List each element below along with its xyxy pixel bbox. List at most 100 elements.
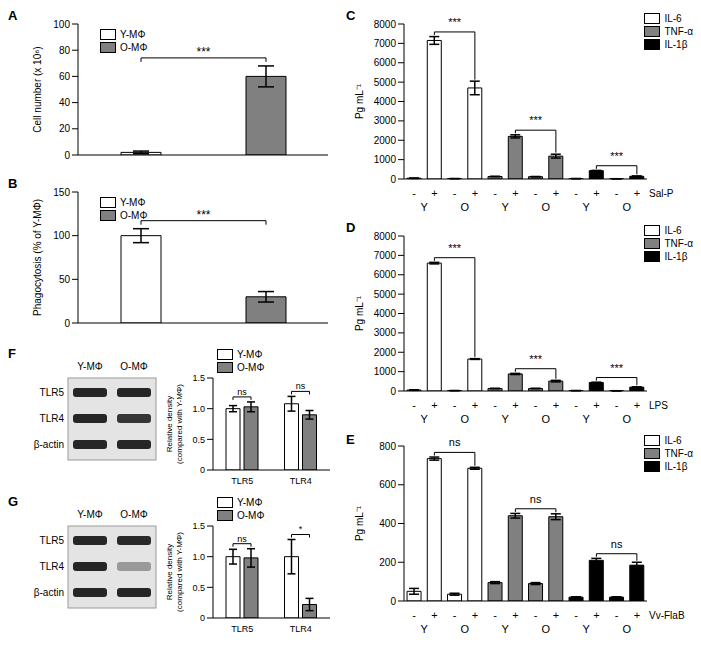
svg-text:3000: 3000 — [374, 327, 397, 338]
svg-text:0: 0 — [390, 174, 396, 185]
svg-text:1.0: 1.0 — [192, 404, 205, 414]
svg-text:Y: Y — [583, 201, 591, 213]
svg-text:600: 600 — [379, 479, 396, 490]
svg-text:+: + — [512, 187, 518, 199]
svg-text:0: 0 — [390, 596, 396, 607]
svg-text:-: - — [615, 399, 619, 411]
svg-text:4000: 4000 — [374, 308, 397, 319]
svg-text:***: *** — [196, 208, 210, 222]
svg-text:100: 100 — [53, 19, 70, 30]
svg-text:50: 50 — [59, 274, 71, 285]
svg-text:+: + — [472, 399, 478, 411]
svg-text:Relative density: Relative density — [165, 396, 174, 452]
svg-text:-: - — [493, 187, 497, 199]
svg-text:***: *** — [529, 353, 543, 365]
svg-text:Sal-P: Sal-P — [649, 188, 674, 199]
svg-text:0: 0 — [64, 150, 70, 161]
svg-text:200: 200 — [379, 557, 396, 568]
svg-text:***: *** — [529, 114, 543, 126]
svg-text:0: 0 — [200, 613, 205, 623]
svg-text:TLR4: TLR4 — [40, 413, 65, 424]
svg-text:TLR5: TLR5 — [231, 624, 253, 634]
svg-text:-: - — [534, 399, 538, 411]
svg-text:O: O — [541, 201, 550, 213]
svg-text:-: - — [493, 609, 497, 621]
svg-text:8000: 8000 — [374, 19, 397, 30]
svg-text:Y: Y — [502, 413, 510, 425]
svg-text:20: 20 — [59, 123, 71, 134]
svg-text:6000: 6000 — [374, 269, 397, 280]
svg-text:Cell number (x 10⁶): Cell number (x 10⁶) — [32, 46, 43, 132]
svg-text:-: - — [453, 399, 457, 411]
svg-text:+: + — [553, 609, 559, 621]
svg-text:5000: 5000 — [374, 289, 397, 300]
svg-text:+: + — [553, 187, 559, 199]
svg-text:(compared with Y-MΦ): (compared with Y-MΦ) — [175, 384, 184, 464]
svg-text:1000: 1000 — [374, 366, 397, 377]
svg-text:0: 0 — [64, 318, 70, 329]
svg-text:Pg mL⁻¹: Pg mL⁻¹ — [354, 83, 365, 119]
svg-text:+: + — [431, 609, 437, 621]
svg-text:Y: Y — [421, 413, 429, 425]
svg-text:***: *** — [196, 45, 210, 59]
svg-text:+: + — [634, 609, 640, 621]
svg-text:-: - — [412, 399, 416, 411]
svg-text:+: + — [634, 187, 640, 199]
svg-text:O-MΦ: O-MΦ — [120, 509, 147, 520]
svg-text:1.5: 1.5 — [192, 373, 205, 383]
svg-text:3000: 3000 — [374, 115, 397, 126]
svg-text:Y: Y — [421, 201, 429, 213]
svg-text:800: 800 — [379, 441, 396, 452]
svg-text:-: - — [534, 187, 538, 199]
svg-text:Y: Y — [583, 413, 591, 425]
svg-text:5000: 5000 — [374, 77, 397, 88]
svg-text:Vv-FlaB: Vv-FlaB — [649, 610, 685, 621]
svg-text:Y: Y — [502, 623, 510, 635]
svg-text:***: *** — [610, 362, 624, 374]
svg-text:-: - — [412, 609, 416, 621]
svg-text:Pg mL⁻¹: Pg mL⁻¹ — [354, 505, 365, 541]
svg-text:+: + — [472, 609, 478, 621]
svg-text:O: O — [541, 623, 550, 635]
svg-text:1000: 1000 — [374, 154, 397, 165]
svg-text:+: + — [593, 609, 599, 621]
svg-text:2000: 2000 — [374, 347, 397, 358]
svg-text:TLR4: TLR4 — [40, 561, 65, 572]
svg-text:-: - — [615, 187, 619, 199]
svg-text:150: 150 — [53, 187, 70, 198]
svg-text:O: O — [460, 413, 469, 425]
svg-text:ns: ns — [611, 538, 623, 550]
svg-text:ns: ns — [530, 493, 542, 505]
svg-text:Y-MΦ: Y-MΦ — [77, 509, 102, 520]
svg-text:8000: 8000 — [374, 231, 397, 242]
svg-text:+: + — [634, 399, 640, 411]
svg-text:+: + — [512, 609, 518, 621]
svg-text:β-actin: β-actin — [34, 439, 64, 450]
svg-text:TLR4: TLR4 — [290, 476, 312, 486]
svg-text:Pg mL⁻¹: Pg mL⁻¹ — [354, 295, 365, 331]
svg-text:ns: ns — [237, 534, 247, 544]
svg-text:(compared with Y-MΦ): (compared with Y-MΦ) — [175, 532, 184, 612]
svg-text:*: * — [299, 524, 303, 534]
svg-text:7000: 7000 — [374, 250, 397, 261]
svg-text:80: 80 — [59, 45, 71, 56]
svg-text:100: 100 — [53, 230, 70, 241]
svg-text:TLR5: TLR5 — [231, 476, 253, 486]
svg-text:ns: ns — [296, 381, 306, 391]
svg-text:2000: 2000 — [374, 135, 397, 146]
svg-text:***: *** — [610, 150, 624, 162]
svg-text:+: + — [553, 399, 559, 411]
svg-text:7000: 7000 — [374, 38, 397, 49]
svg-text:Relative density: Relative density — [165, 544, 174, 600]
svg-text:O-MΦ: O-MΦ — [120, 361, 147, 372]
svg-text:O: O — [460, 623, 469, 635]
svg-text:ns: ns — [237, 387, 247, 397]
svg-text:-: - — [574, 187, 578, 199]
svg-text:O: O — [622, 623, 631, 635]
svg-text:***: *** — [448, 16, 462, 28]
svg-text:-: - — [453, 609, 457, 621]
svg-text:1.5: 1.5 — [192, 521, 205, 531]
svg-text:400: 400 — [379, 518, 396, 529]
svg-text:+: + — [431, 399, 437, 411]
svg-text:Y: Y — [583, 623, 591, 635]
